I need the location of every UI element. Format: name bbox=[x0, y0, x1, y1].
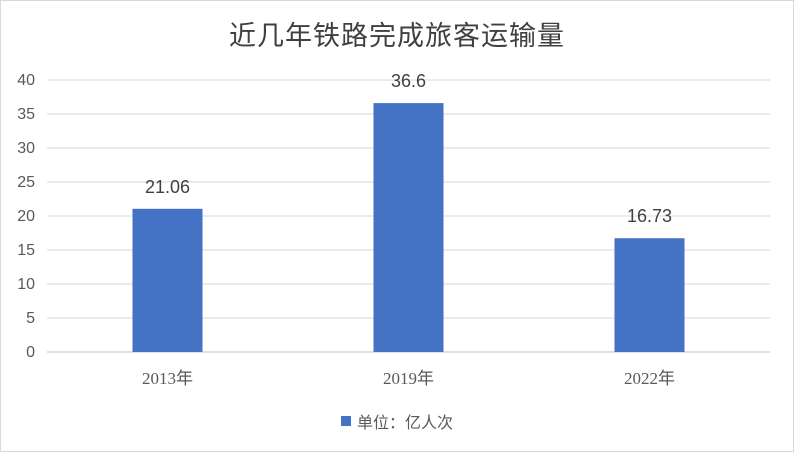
bar bbox=[614, 238, 685, 352]
bar bbox=[373, 103, 444, 353]
y-tick-label: 10 bbox=[17, 276, 35, 293]
y-tick-label: 20 bbox=[17, 208, 35, 225]
legend: 单位：亿人次 bbox=[0, 409, 794, 433]
chart-title: 近几年铁路完成旅客运输量 bbox=[229, 21, 565, 52]
data-label: 16.73 bbox=[627, 206, 672, 226]
y-tick-label: 5 bbox=[26, 310, 35, 327]
y-tick-label: 25 bbox=[17, 174, 35, 191]
legend-swatch bbox=[340, 416, 351, 426]
x-tick-label: 2022年 bbox=[624, 369, 675, 388]
y-tick-label: 35 bbox=[17, 106, 35, 123]
x-tick-label: 2013年 bbox=[142, 369, 193, 388]
y-tick-label: 30 bbox=[17, 140, 35, 157]
bar bbox=[132, 208, 203, 352]
y-tick-label: 0 bbox=[26, 344, 35, 361]
y-tick-label: 15 bbox=[17, 242, 35, 259]
legend-label: 单位：亿人次 bbox=[356, 413, 453, 432]
y-tick-label: 40 bbox=[17, 72, 35, 89]
data-label: 36.6 bbox=[391, 71, 426, 91]
data-label: 21.06 bbox=[145, 177, 190, 197]
x-tick-label: 2019年 bbox=[383, 369, 434, 388]
